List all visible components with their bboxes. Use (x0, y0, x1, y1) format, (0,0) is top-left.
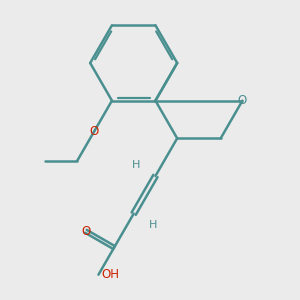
Text: O: O (81, 225, 91, 238)
Text: OH: OH (101, 268, 119, 281)
Text: O: O (238, 94, 247, 107)
Text: O: O (89, 125, 99, 138)
Text: H: H (132, 160, 140, 170)
Text: H: H (149, 220, 158, 230)
